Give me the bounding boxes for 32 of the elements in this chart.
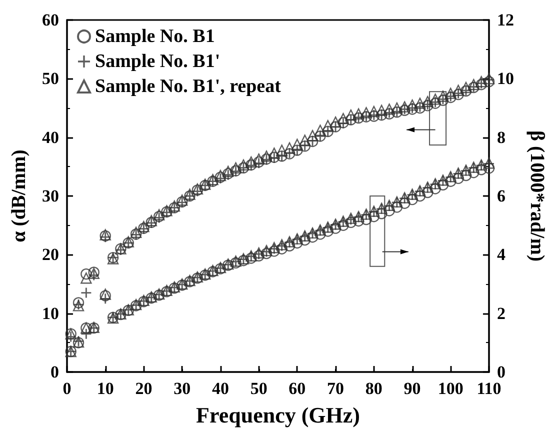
x-axis-title: Frequency (GHz) <box>196 402 360 428</box>
legend-label: Sample No. B1' <box>95 51 220 72</box>
x-tick-label: 60 <box>288 379 306 398</box>
y-tick-label: 0 <box>50 362 59 382</box>
y-tick-label: 60 <box>42 10 59 30</box>
y2-tick-label: 6 <box>497 186 506 206</box>
y-tick-label: 50 <box>42 69 59 88</box>
y2-tick-label: 8 <box>497 128 506 147</box>
y-tick-label: 40 <box>42 128 59 147</box>
x-tick-label: 0 <box>62 379 72 398</box>
y-tick-label: 30 <box>42 186 59 206</box>
x-tick-label: 20 <box>135 379 152 398</box>
y-tick-label: 10 <box>42 304 59 323</box>
x-tick-label: 70 <box>327 379 344 398</box>
x-tick-label: 10 <box>96 379 114 398</box>
y-axis-title: α (dB/mm) <box>8 150 30 242</box>
x-tick-label: 50 <box>250 379 268 398</box>
y2-axis-title: β (1000*rad/m) <box>526 130 548 262</box>
x-tick-label: 30 <box>174 379 191 398</box>
legend-label: Sample No. B1 <box>95 26 215 47</box>
y2-tick-label: 4 <box>497 245 506 264</box>
x-tick-label: 90 <box>404 379 421 398</box>
y2-tick-label: 2 <box>497 304 506 323</box>
y2-tick-label: 12 <box>497 10 514 30</box>
y-tick-label: 20 <box>42 245 59 264</box>
x-tick-label: 110 <box>476 379 502 398</box>
legend-label: Sample No. B1', repeat <box>95 76 282 97</box>
x-tick-label: 100 <box>438 379 464 398</box>
x-tick-label: 40 <box>212 379 229 398</box>
y2-tick-label: 0 <box>497 362 506 382</box>
y2-tick-label: 10 <box>497 69 514 88</box>
x-tick-label: 80 <box>365 379 382 398</box>
